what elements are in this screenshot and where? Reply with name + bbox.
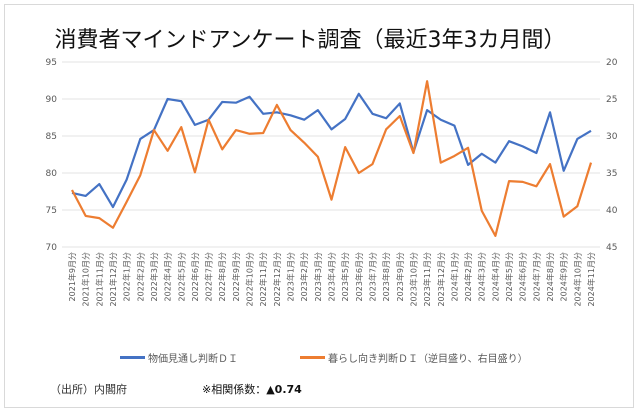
- x-axis-tick: 2022年2月分: [135, 252, 145, 301]
- chart-title: 消費者マインドアンケート調査（最近3年3カ月間）: [54, 28, 566, 53]
- x-axis-tick: 2023年9月分: [395, 252, 405, 301]
- right-axis-tick: 25: [606, 95, 617, 105]
- x-axis-tick: 2024年7月分: [531, 252, 541, 301]
- x-axis-tick: 2023年5月分: [340, 252, 350, 301]
- x-axis-tick: 2024年1月分: [449, 252, 459, 301]
- x-axis-tick: 2022年7月分: [204, 252, 214, 301]
- legend-swatch-orange: [300, 356, 325, 359]
- left-axis-tick: 95: [46, 58, 57, 68]
- series-line-living-conditions: [71, 80, 593, 237]
- x-axis-tick: 2022年9月分: [231, 252, 241, 301]
- right-axis-tick: 35: [606, 169, 617, 179]
- x-axis-tick: 2022年4月分: [163, 252, 173, 301]
- x-axis-tick: 2024年10月分: [572, 252, 582, 307]
- legend-item-living-conditions: 暮らし向き判断ＤＩ（逆目盛り、右目盛り）: [300, 350, 528, 365]
- legend: 物価見通し判断ＤＩ 暮らし向き判断ＤＩ（逆目盛り、右目盛り）: [120, 350, 528, 365]
- x-axis-tick: 2023年10月分: [408, 252, 418, 307]
- x-axis-tick: 2023年3月分: [313, 252, 323, 301]
- left-axis-tick: 85: [46, 132, 57, 142]
- x-axis-tick: 2023年4月分: [327, 252, 337, 301]
- x-axis-tick: 2023年12月分: [436, 252, 446, 307]
- right-axis-tick: 40: [606, 206, 618, 216]
- x-axis-tick: 2021年10月分: [81, 252, 91, 307]
- x-axis-tick: 2021年11月分: [94, 252, 104, 307]
- x-axis-tick: 2022年8月分: [217, 252, 227, 301]
- left-axis-tick: 90: [46, 95, 58, 105]
- x-axis-tick: 2022年10月分: [245, 252, 255, 307]
- x-axis-tick: 2021年12月分: [108, 252, 118, 307]
- x-axis-tick: 2022年5月分: [176, 252, 186, 301]
- x-axis-tick: 2024年2月分: [463, 252, 473, 301]
- right-axis-tick: 30: [606, 132, 618, 142]
- x-axis-tick: 2022年1月分: [122, 252, 132, 301]
- left-axis-tick: 75: [46, 206, 57, 216]
- left-axis-tick: 80: [46, 169, 58, 179]
- x-axis-tick: 2023年8月分: [381, 252, 391, 301]
- x-axis-tick: 2024年4月分: [490, 252, 500, 301]
- x-axis-tick: 2024年6月分: [518, 252, 528, 301]
- x-axis-tick: 2022年11月分: [258, 252, 268, 307]
- correlation-note: ※相関係数：▲0.74: [202, 381, 302, 397]
- x-axis-tick: 2024年9月分: [559, 252, 569, 301]
- x-axis-tick: 2023年2月分: [299, 252, 309, 301]
- correlation-label: ※相関係数：: [202, 383, 267, 396]
- x-axis-tick: 2024年11月分: [586, 252, 596, 307]
- x-axis-tick: 2022年3月分: [149, 252, 159, 301]
- x-axis-tick: 2022年6月分: [190, 252, 200, 301]
- right-axis-tick: 45: [606, 243, 617, 253]
- x-axis-tick: 2024年3月分: [477, 252, 487, 301]
- x-axis-tick: 2024年5月分: [504, 252, 514, 301]
- series-line-price-outlook: [71, 92, 592, 209]
- correlation-value: ▲0.74: [266, 383, 302, 396]
- x-axis-tick: 2023年7月分: [367, 252, 377, 301]
- legend-swatch-blue: [120, 356, 145, 359]
- x-axis-tick: 2023年1月分: [286, 252, 296, 301]
- legend-label: 暮らし向き判断ＤＩ（逆目盛り、右目盛り）: [328, 354, 528, 365]
- legend-item-price-outlook: 物価見通し判断ＤＩ: [120, 350, 238, 365]
- right-axis-tick: 20: [606, 58, 618, 68]
- left-axis-tick: 70: [46, 243, 58, 253]
- chart-frame: [4, 4, 634, 408]
- source-note: （出所）内閣府: [50, 383, 127, 396]
- x-axis-tick: 2023年6月分: [354, 252, 364, 301]
- legend-label: 物価見通し判断ＤＩ: [148, 354, 238, 365]
- x-axis-tick: 2022年12月分: [272, 252, 282, 307]
- x-axis-tick: 2024年8月分: [545, 252, 555, 301]
- x-axis-tick: 2023年11月分: [422, 252, 432, 307]
- x-axis-tick: 2021年9月分: [67, 252, 77, 301]
